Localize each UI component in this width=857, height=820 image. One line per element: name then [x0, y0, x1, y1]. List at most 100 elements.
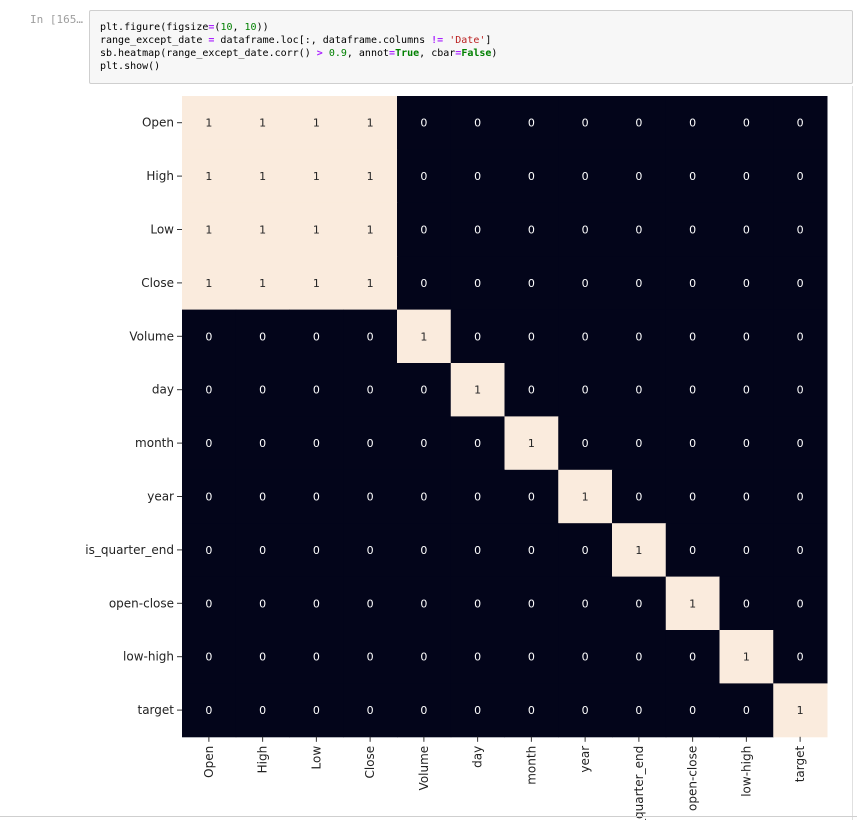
cell-annotation: 0: [635, 651, 642, 664]
code-line: range_except_date = dataframe.loc[:, dat…: [100, 35, 491, 46]
cell-annotation: 0: [474, 117, 481, 130]
x-tick-label: year: [578, 746, 592, 773]
heatmap-cell: [235, 469, 290, 524]
cell-annotation: 0: [474, 704, 481, 717]
heatmap-cell: [450, 149, 505, 204]
cell-annotation: 0: [367, 704, 374, 717]
heatmap-cell: [504, 416, 559, 471]
cell-output: 1 1 1 1 0 0 0 0 0 0 0 0 1 1 1 1 0 0 0 0 0 0 0 0 1 1 1 1 0 0 0 0 0 0 0 0 1 1 1 1…: [0, 86, 853, 820]
heatmap-cell: [665, 630, 720, 684]
heatmap-cell: [665, 416, 720, 471]
y-tick-label: year: [147, 490, 174, 504]
heatmap-cell: [343, 309, 398, 364]
cell-annotation: 1: [259, 170, 266, 183]
cell-annotation: 0: [205, 384, 212, 397]
heatmap-cell: [665, 96, 720, 150]
cell-annotation: 0: [635, 277, 642, 290]
cell-annotation: 0: [689, 277, 696, 290]
heatmap-cell: [612, 469, 667, 524]
cell-annotation: 0: [528, 330, 535, 343]
heatmap-cell: [235, 523, 290, 578]
cell-annotation: 0: [367, 491, 374, 504]
cell-annotation: 0: [420, 277, 427, 290]
heatmap-cell: [665, 683, 720, 738]
heatmap-cell: [450, 576, 505, 631]
heatmap-cell: [450, 683, 505, 738]
cell-annotation: 0: [367, 651, 374, 664]
heatmap-cell: [182, 256, 237, 311]
x-tick-label: day: [471, 746, 485, 768]
cell-annotation: 0: [474, 491, 481, 504]
cell-annotation: 0: [797, 277, 804, 290]
heatmap-cell: [773, 469, 828, 524]
cell-annotation: 0: [582, 277, 589, 290]
y-tick-label: open-close: [109, 596, 174, 610]
heatmap-cell: [719, 256, 774, 311]
heatmap-cell: [289, 416, 344, 471]
heatmap-cell: [612, 256, 667, 311]
code-token: 10: [220, 22, 233, 33]
cell-annotation: 0: [582, 597, 589, 610]
cell-annotation: 1: [797, 704, 804, 717]
heatmap-cell: [182, 363, 237, 417]
cell-annotation: 0: [689, 491, 696, 504]
heatmap-cell: [450, 630, 505, 684]
cell-annotation: 0: [689, 651, 696, 664]
cell-annotation: 0: [474, 224, 481, 237]
heatmap-cell: [773, 256, 828, 311]
heatmap-cell: [612, 523, 667, 578]
heatmap-cell: [397, 149, 452, 204]
heatmap-cell: [235, 363, 290, 417]
cell-annotation: 0: [528, 224, 535, 237]
cell-annotation: 0: [635, 491, 642, 504]
heatmap-cell: [665, 256, 720, 311]
cell-annotation: 0: [474, 330, 481, 343]
cell-annotation: 0: [635, 597, 642, 610]
heatmap-cell: [343, 683, 398, 738]
cell-annotation: 0: [420, 224, 427, 237]
heatmap-cell: [397, 523, 452, 578]
heatmap-cell: [558, 309, 613, 364]
cell-annotation: 0: [420, 651, 427, 664]
heatmap-cell: [343, 149, 398, 204]
input-prompt: In [165…: [30, 13, 83, 26]
cell-annotation: 0: [259, 544, 266, 557]
heatmap-cell: [397, 683, 452, 738]
x-tick-label: target: [793, 746, 807, 783]
heatmap-cell: [558, 523, 613, 578]
cell-annotation: 1: [635, 544, 642, 557]
heatmap-cell: [289, 149, 344, 204]
heatmap-cell: [343, 256, 398, 311]
cell-annotation: 0: [582, 117, 589, 130]
cell-annotation: 0: [420, 597, 427, 610]
x-tick-label: High: [256, 746, 270, 774]
y-tick-label: Low: [150, 223, 174, 237]
cell-annotation: 0: [205, 491, 212, 504]
code-line: plt.show(): [100, 61, 160, 72]
divider: [0, 816, 857, 817]
code-cell-input[interactable]: plt.figure(figsize=(10, 10)) range_excep…: [89, 10, 853, 84]
cell-annotation: 0: [743, 704, 750, 717]
heatmap-cell: [182, 683, 237, 738]
heatmap-cell: [397, 469, 452, 524]
code-token: sb.heatmap(range_except_date.corr(): [100, 48, 317, 59]
heatmap-cell: [773, 576, 828, 631]
cell-annotation: 1: [313, 277, 320, 290]
heatmap-cell: [235, 149, 290, 204]
heatmap-cell: [558, 469, 613, 524]
heatmap-cell: [504, 363, 559, 417]
cell-annotation: 0: [635, 704, 642, 717]
heatmap-cell: [719, 416, 774, 471]
heatmap-cell: [558, 630, 613, 684]
cell-annotation: 0: [743, 597, 750, 610]
cell-annotation: 0: [582, 651, 589, 664]
heatmap-cell: [450, 202, 505, 257]
cell-annotation: 0: [259, 597, 266, 610]
cell-annotation: 1: [743, 651, 750, 664]
code-editor[interactable]: plt.figure(figsize=(10, 10)) range_excep…: [100, 21, 497, 73]
cell-annotation: 0: [797, 597, 804, 610]
code-token: dataframe.loc[:, dataframe.columns: [214, 35, 432, 46]
cell-annotation: 0: [474, 544, 481, 557]
code-token: !=: [431, 35, 444, 46]
heatmap-cell: [719, 309, 774, 364]
